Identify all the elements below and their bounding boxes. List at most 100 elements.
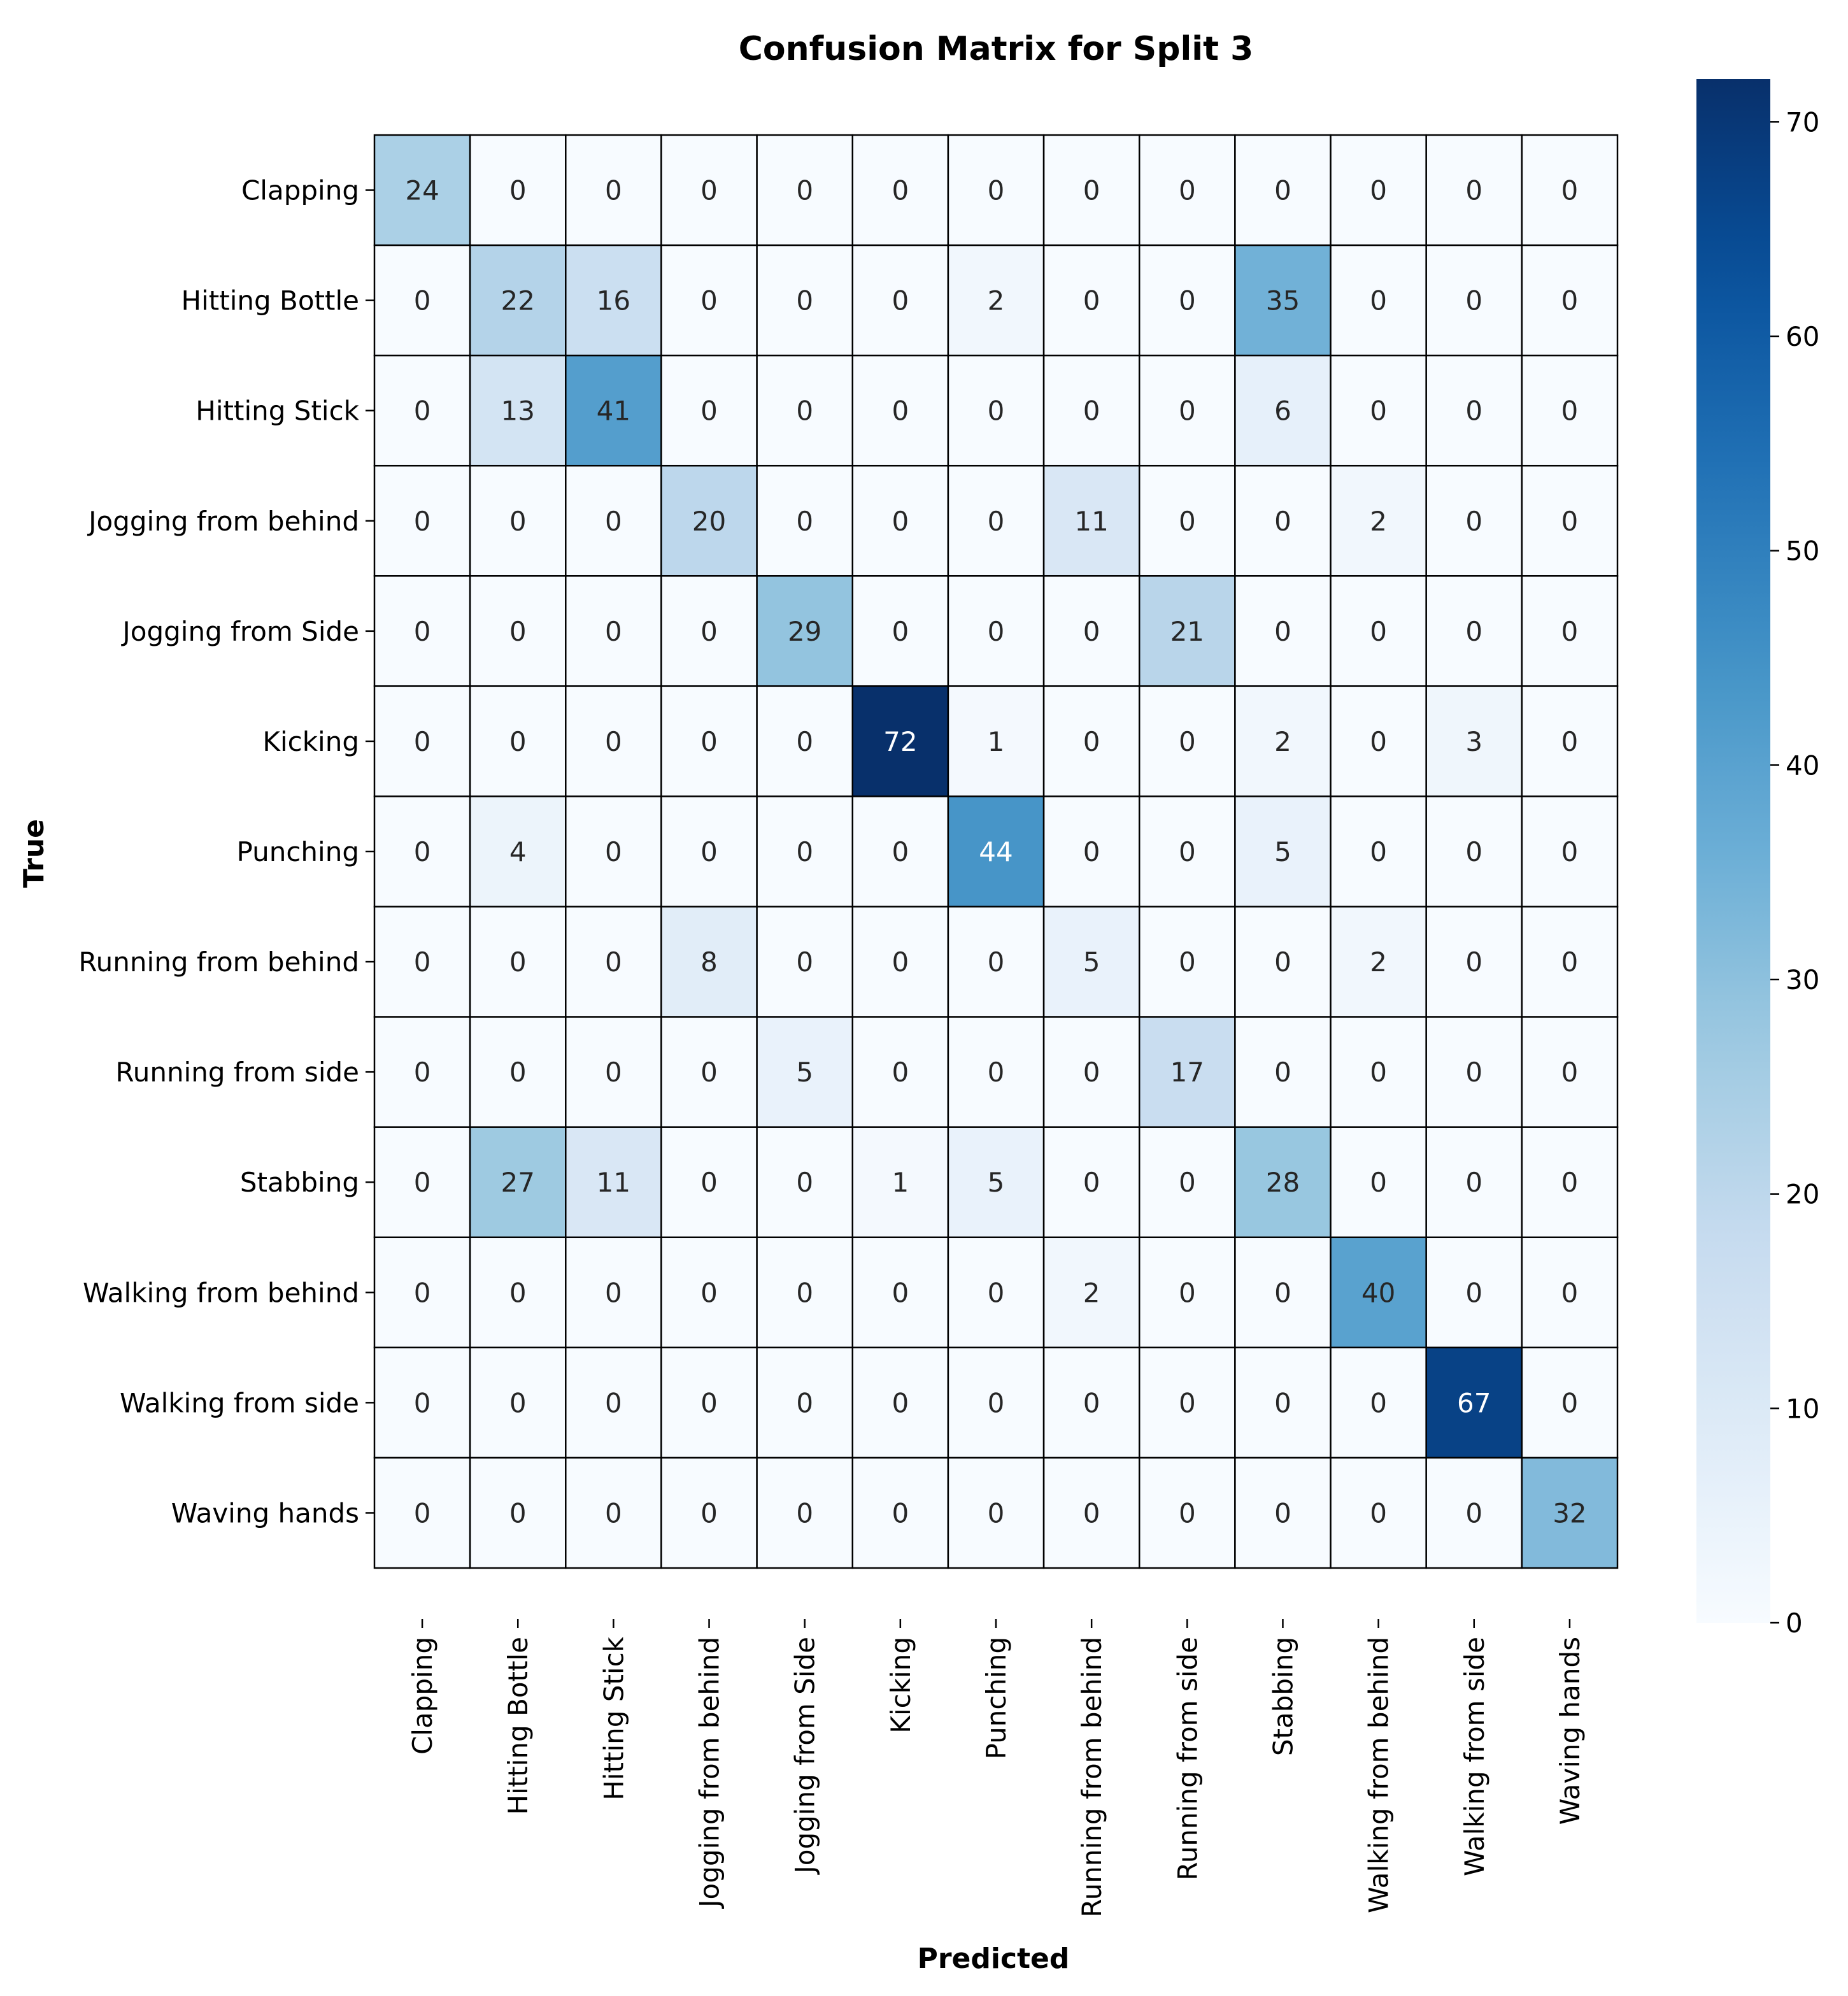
heatmap-cell xyxy=(1042,464,1141,577)
heatmap-cell xyxy=(1330,1126,1427,1239)
cell-value-label: 0 xyxy=(892,616,909,647)
heatmap-cell xyxy=(1425,685,1523,797)
heatmap-cell xyxy=(373,134,471,246)
cell-value-label: 0 xyxy=(892,1387,909,1418)
heatmap-cell xyxy=(947,906,1045,1018)
cell-value-label: 0 xyxy=(988,396,1005,427)
cell-value-label: 0 xyxy=(605,1387,622,1418)
heatmap-cell xyxy=(469,134,567,246)
heatmap-cell xyxy=(373,354,471,467)
heatmap-cell xyxy=(660,1236,758,1349)
cell-value-label: 2 xyxy=(1370,946,1387,978)
cell-value-label: 0 xyxy=(1561,396,1579,427)
colorbar-tick-label: 0 xyxy=(1786,1607,1803,1639)
cell-value-label: 0 xyxy=(509,1057,527,1088)
cell-value-label: 0 xyxy=(509,726,527,757)
heatmap-cell xyxy=(660,134,758,246)
cell-value-label: 0 xyxy=(1370,1167,1387,1198)
y-tick-label: Clapping xyxy=(241,175,359,206)
cell-value-label: 0 xyxy=(1274,1277,1291,1308)
heatmap-cell xyxy=(947,1457,1045,1569)
cell-value-label: 0 xyxy=(1561,1277,1579,1308)
cell-value-label: 0 xyxy=(1179,1277,1196,1308)
cell-value-label: 22 xyxy=(501,285,535,317)
y-tick-label: Running from side xyxy=(115,1057,359,1088)
chart-title: Confusion Matrix for Split 3 xyxy=(739,30,1254,68)
cell-value-label: 0 xyxy=(700,726,718,757)
cell-value-label: 0 xyxy=(1561,616,1579,647)
cell-value-label: 0 xyxy=(700,616,718,647)
cell-value-label: 0 xyxy=(414,1497,431,1529)
cell-value-label: 0 xyxy=(700,836,718,867)
heatmap-cell xyxy=(1521,795,1619,908)
cell-value-label: 0 xyxy=(1465,506,1482,537)
heatmap-cell xyxy=(1234,795,1332,908)
cell-value-label: 0 xyxy=(796,285,813,317)
cell-value-label: 0 xyxy=(1561,175,1579,206)
cell-value-label: 0 xyxy=(1083,616,1100,647)
cell-value-label: 0 xyxy=(1370,1387,1387,1418)
cell-value-label: 21 xyxy=(1170,616,1204,647)
heatmap-cell xyxy=(1521,244,1619,357)
cell-value-label: 0 xyxy=(988,506,1005,537)
heatmap-cell xyxy=(660,464,758,577)
cell-value-label: 5 xyxy=(1083,946,1100,978)
cell-value-label: 8 xyxy=(700,946,718,978)
heatmap-cell xyxy=(1521,685,1619,797)
cell-value-label: 0 xyxy=(1370,396,1387,427)
cell-value-label: 0 xyxy=(1179,1387,1196,1418)
cell-value-label: 0 xyxy=(892,1277,909,1308)
cell-value-label: 0 xyxy=(509,1497,527,1529)
heatmap-cell xyxy=(1425,354,1523,467)
heatmap-cell xyxy=(1521,1126,1619,1239)
cell-value-label: 0 xyxy=(892,285,909,317)
cell-value-label: 0 xyxy=(414,506,431,537)
heatmap-cell xyxy=(756,244,854,357)
heatmap-cell xyxy=(1138,685,1236,797)
cell-value-label: 0 xyxy=(1561,1387,1579,1418)
heatmap-cell xyxy=(565,575,662,687)
cell-value-label: 0 xyxy=(700,1277,718,1308)
y-tick-label: Waving hands xyxy=(171,1497,359,1529)
cell-value-label: 0 xyxy=(414,836,431,867)
heatmap-cell xyxy=(1425,1126,1523,1239)
heatmap-cell xyxy=(660,1457,758,1569)
cell-value-label: 0 xyxy=(1179,836,1196,867)
cell-value-label: 0 xyxy=(605,726,622,757)
cell-value-label: 0 xyxy=(1465,946,1482,978)
cell-value-label: 0 xyxy=(1083,836,1100,867)
heatmap-cell xyxy=(565,1016,662,1128)
cell-value-label: 0 xyxy=(1370,616,1387,647)
heatmap-cell xyxy=(756,795,854,908)
heatmap-cell xyxy=(947,464,1045,577)
cell-value-label: 0 xyxy=(892,506,909,537)
heatmap-cell xyxy=(469,575,567,687)
cell-value-label: 0 xyxy=(509,616,527,647)
cell-value-label: 0 xyxy=(1274,1497,1291,1529)
cell-value-label: 5 xyxy=(796,1057,813,1088)
heatmap-cell xyxy=(660,575,758,687)
colorbar-tick-label: 20 xyxy=(1786,1179,1819,1210)
heatmap-cell xyxy=(1425,1346,1523,1459)
cell-value-label: 0 xyxy=(700,1057,718,1088)
heatmap-cell xyxy=(373,1126,471,1239)
cell-value-label: 0 xyxy=(1179,506,1196,537)
cell-value-label: 11 xyxy=(597,1167,630,1198)
cell-value-label: 0 xyxy=(1083,1167,1100,1198)
cell-value-label: 0 xyxy=(1561,506,1579,537)
cell-value-label: 0 xyxy=(700,285,718,317)
cell-value-label: 0 xyxy=(1561,285,1579,317)
cell-value-label: 0 xyxy=(1465,616,1482,647)
cell-value-label: 3 xyxy=(1465,726,1482,757)
heatmap-cell xyxy=(1330,464,1427,577)
cell-value-label: 13 xyxy=(501,396,535,427)
heatmap-cell xyxy=(1138,1346,1236,1459)
cell-value-label: 0 xyxy=(1465,836,1482,867)
cell-value-label: 0 xyxy=(605,1497,622,1529)
heatmap-cell xyxy=(1138,1016,1236,1128)
heatmap-cell xyxy=(1521,1457,1619,1569)
cell-value-label: 0 xyxy=(988,946,1005,978)
cell-value-label: 0 xyxy=(509,1277,527,1308)
cell-value-label: 0 xyxy=(1370,1057,1387,1088)
y-tick-label: Walking from side xyxy=(120,1387,359,1418)
